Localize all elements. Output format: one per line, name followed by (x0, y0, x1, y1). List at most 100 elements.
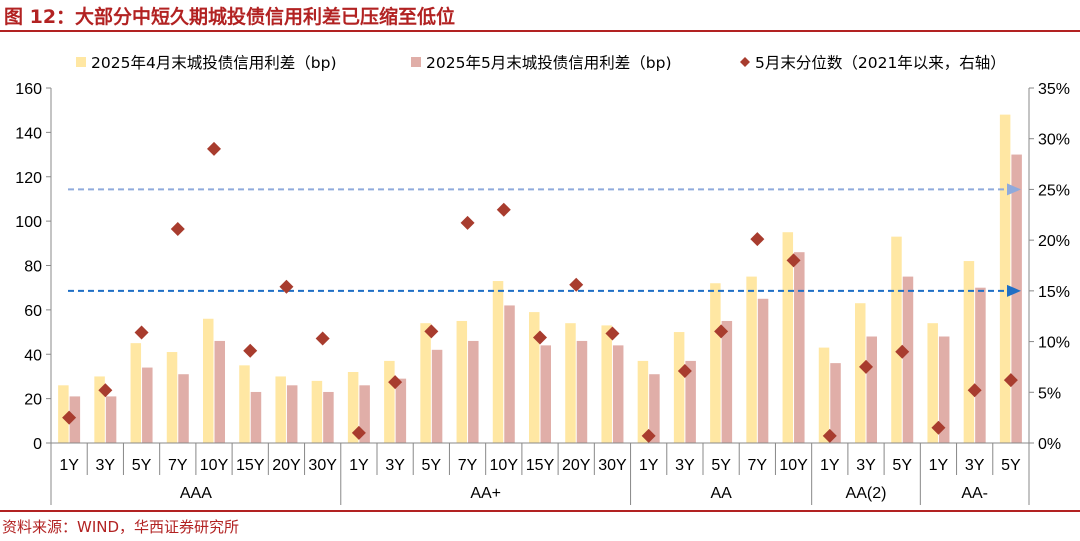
percentile-point-26 (1003, 373, 1018, 388)
figure-title: 图 12：大部分中短久期城投债信用利差已压缩至低位 (4, 6, 456, 28)
reference-arrow-1 (1007, 284, 1021, 297)
category-label: 3Y (385, 457, 405, 474)
bar-april-1 (94, 376, 105, 443)
bar-april-8 (347, 372, 359, 443)
category-label: 20Y (272, 457, 301, 474)
category-label: 15Y (526, 457, 555, 474)
bar-may-3 (178, 374, 189, 443)
percentile-point-18 (714, 324, 729, 339)
bar-april-15 (601, 325, 612, 443)
bar-may-7 (323, 391, 334, 443)
percentile-point-0 (62, 410, 77, 425)
bar-may-2 (142, 367, 153, 443)
percentile-point-23 (895, 344, 910, 359)
category-label: 5Y (892, 457, 912, 474)
bar-april-26 (999, 114, 1011, 443)
y-left-tick-label: 40 (24, 347, 42, 364)
bar-may-17 (685, 360, 696, 443)
y-right-tick-label: 25% (1038, 182, 1070, 199)
group-label: AA (710, 485, 732, 502)
category-label: 5Y (1001, 457, 1021, 474)
legend-swatch-2 (740, 57, 750, 67)
percentile-point-3 (170, 221, 185, 236)
percentile-point-8 (351, 425, 366, 440)
category-label: 5Y (132, 457, 152, 474)
percentile-point-20 (786, 253, 801, 268)
bar-may-9 (395, 378, 407, 443)
bar-may-16 (649, 374, 660, 443)
bar-april-16 (637, 360, 649, 443)
bar-april-13 (529, 312, 540, 443)
group-label: AAA (180, 485, 212, 502)
points-layer (62, 141, 1018, 443)
bar-april-23 (891, 236, 902, 443)
bar-may-1 (105, 396, 117, 443)
y-left-tick-label: 60 (24, 303, 42, 320)
group-label: AA(2) (846, 485, 887, 502)
category-label: 1Y (59, 457, 79, 474)
y-left-tick-label: 20 (24, 392, 42, 409)
percentile-point-12 (496, 202, 511, 217)
bar-may-19 (757, 298, 769, 443)
category-label: 20Y (562, 457, 591, 474)
y-right-tick-label: 35% (1038, 81, 1070, 98)
bar-may-0 (69, 396, 81, 443)
percentile-point-10 (424, 324, 439, 339)
category-label: 1Y (929, 457, 949, 474)
bar-may-6 (286, 385, 298, 443)
category-label: 30Y (598, 457, 627, 474)
bars-layer (58, 114, 1022, 443)
legend-label: 2025年5月末城投债信用利差（bp) (426, 54, 672, 72)
reference-lines-layer (68, 183, 1021, 297)
bar-april-21 (818, 347, 830, 443)
legend: 2025年4月末城投债信用利差（bp) 2025年5月末城投债信用利差（bp) 5月… (76, 54, 1006, 72)
bar-may-23 (902, 276, 914, 443)
bar-april-2 (130, 343, 142, 443)
bar-april-14 (565, 323, 576, 443)
category-label: 30Y (308, 457, 337, 474)
y-right-tick-label: 15% (1038, 284, 1070, 301)
axes-layer: 0 20 40 60 80 100 120 140 160 0% 5% 10% 15% 20% 25% 30%… (15, 81, 1070, 505)
legend-label: 2025年4月末城投债信用利差（bp) (91, 54, 337, 72)
source-note: 资料来源：WIND，华西证券研究所 (2, 518, 240, 536)
source-rule (0, 510, 1080, 512)
y-left-tick-label: 80 (24, 259, 42, 276)
percentile-point-1 (98, 383, 113, 398)
percentile-point-6 (279, 279, 294, 294)
bar-may-12 (504, 305, 515, 443)
percentile-point-2 (134, 325, 149, 340)
legend-label: 5月末分位数（2021年以来，右轴） (755, 54, 1006, 72)
category-label: 1Y (820, 457, 840, 474)
percentile-point-5 (243, 343, 258, 358)
bar-april-12 (492, 281, 504, 443)
percentile-point-9 (388, 375, 403, 390)
y-left-tick-label: 140 (15, 125, 42, 142)
percentile-point-15 (605, 326, 620, 341)
category-label: 3Y (96, 457, 116, 474)
bar-april-20 (782, 232, 794, 443)
bar-april-17 (673, 332, 685, 443)
bar-april-19 (746, 276, 757, 443)
bar-may-13 (540, 345, 551, 443)
bar-may-11 (468, 340, 479, 443)
title-rule (0, 30, 1080, 32)
y-left-tick-label: 160 (15, 81, 42, 98)
bar-april-4 (203, 318, 214, 443)
category-label: 1Y (639, 457, 659, 474)
group-label: AA- (961, 485, 988, 502)
category-label: 3Y (856, 457, 876, 474)
percentile-point-16 (641, 428, 656, 443)
percentile-point-14 (569, 277, 584, 292)
percentile-point-19 (750, 232, 765, 247)
category-label: 3Y (675, 457, 695, 474)
bar-april-9 (384, 360, 395, 443)
percentile-point-21 (822, 428, 837, 443)
reference-arrow-0 (1007, 183, 1021, 196)
bar-may-22 (866, 336, 877, 443)
bar-april-5 (239, 365, 250, 443)
bar-april-7 (311, 380, 323, 443)
legend-swatch-0 (76, 57, 86, 67)
bar-may-20 (794, 252, 805, 443)
y-left-tick-label: 0 (33, 436, 42, 453)
percentile-point-17 (677, 363, 692, 378)
